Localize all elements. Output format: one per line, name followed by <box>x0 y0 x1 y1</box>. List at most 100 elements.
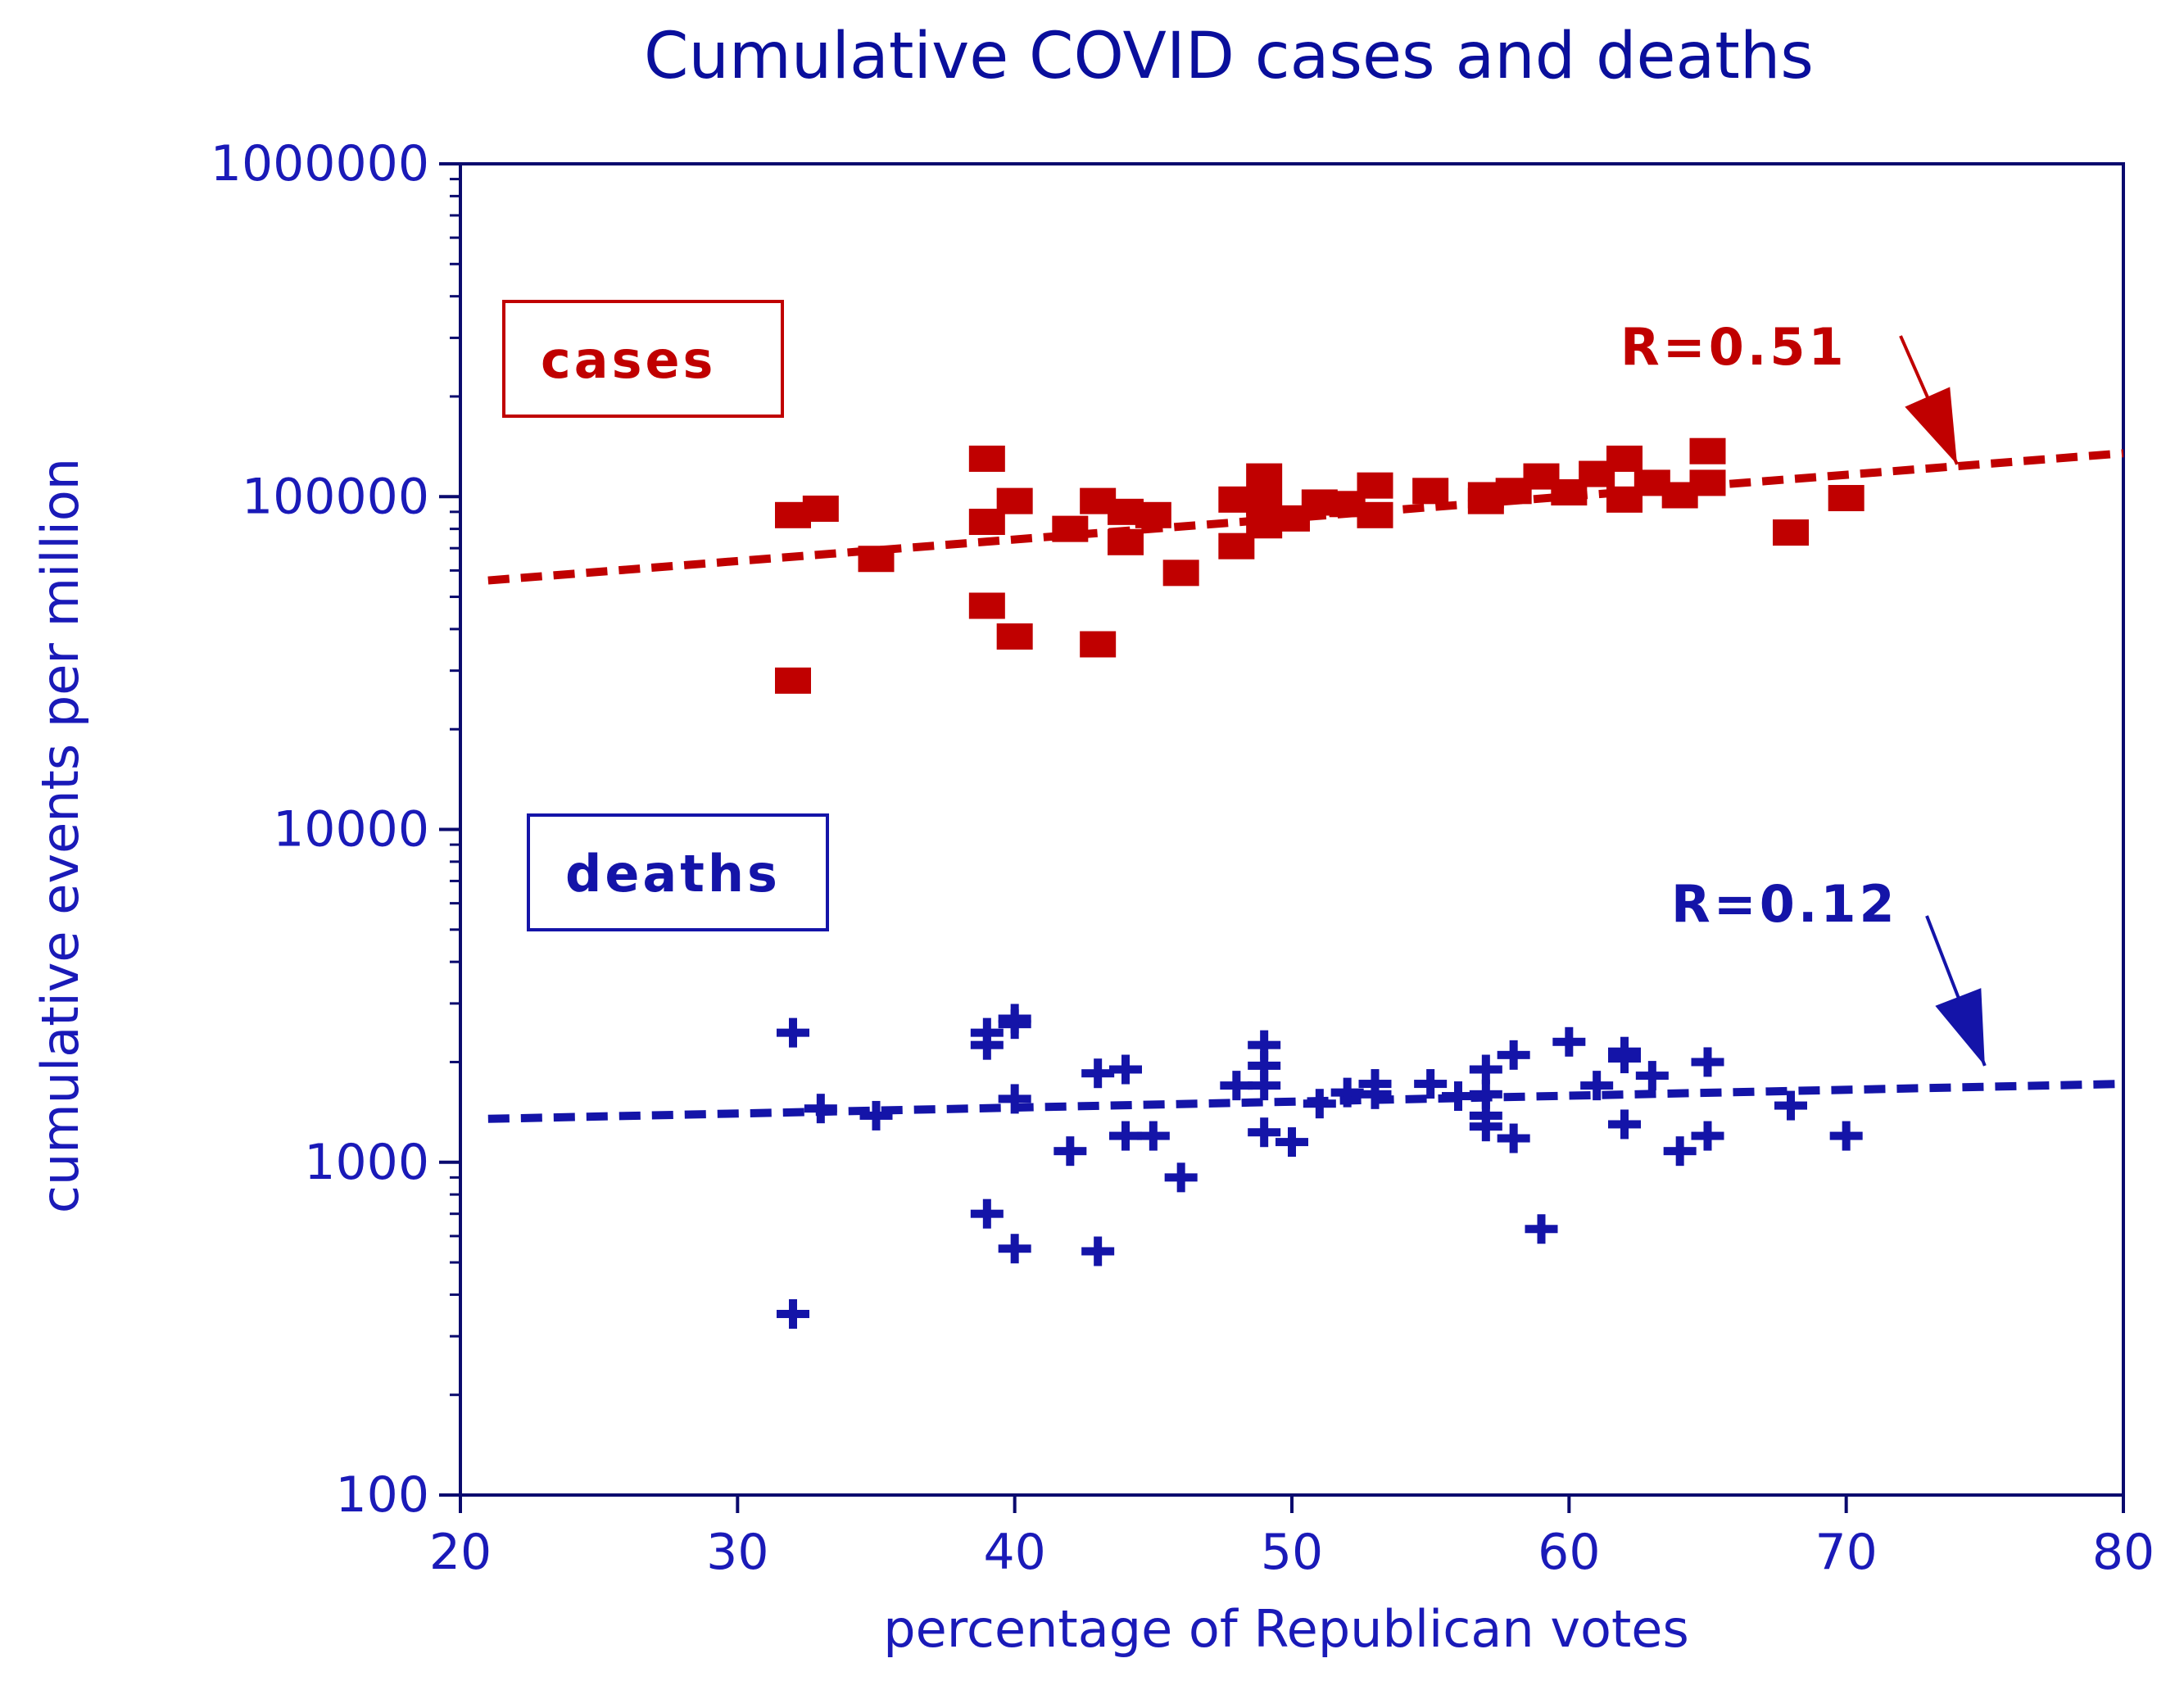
deaths-point <box>1469 1112 1502 1142</box>
plus-v <box>1176 1162 1185 1193</box>
plus-v <box>1593 1071 1602 1101</box>
cases-point <box>1773 519 1809 546</box>
deaths-point <box>1497 1040 1530 1070</box>
deaths-point <box>1442 1081 1475 1112</box>
cases-point <box>1828 485 1865 512</box>
cases-point <box>1357 472 1393 499</box>
plus-v <box>982 1198 991 1229</box>
deaths-point <box>998 1234 1031 1264</box>
deaths-point <box>1358 1079 1392 1109</box>
y-tick-label: 1000000 <box>211 135 429 193</box>
deaths-point <box>1635 1061 1669 1091</box>
cases-point <box>802 495 839 522</box>
deaths-point <box>1497 1123 1530 1153</box>
plus-v <box>1481 1079 1490 1109</box>
plus-v <box>1481 1054 1490 1085</box>
cases-point <box>1080 631 1117 658</box>
plus-v <box>1149 1121 1158 1151</box>
cases-point <box>1135 501 1171 528</box>
deaths-point <box>1608 1044 1641 1074</box>
plus-v <box>1121 1121 1130 1151</box>
cases-point <box>1689 437 1726 464</box>
plot-area: 20 30 40 50 60 70 80 100 1000 10000 100000 1000000 c… <box>211 135 2155 1581</box>
cases-point <box>996 487 1033 514</box>
x-tick-label: 40 <box>983 1524 1045 1581</box>
plus-v <box>1675 1136 1684 1167</box>
plus-v <box>789 1017 797 1048</box>
deaths-point <box>1109 1121 1142 1151</box>
plus-v <box>1260 1117 1269 1148</box>
plus-v <box>1288 1127 1296 1158</box>
deaths-point <box>1330 1077 1364 1108</box>
deaths-point <box>1414 1069 1448 1099</box>
deaths-arrow-head <box>1935 988 1985 1066</box>
deaths-point <box>1053 1136 1087 1167</box>
cases-point <box>996 623 1033 650</box>
deaths-r-label: R=0.12 <box>1671 874 1898 934</box>
plus-v <box>982 1030 991 1060</box>
y-axis-title: cumulative events per million <box>30 458 90 1213</box>
plus-v <box>1620 1109 1629 1140</box>
deaths-point <box>1608 1109 1641 1140</box>
plus-v <box>1010 1084 1019 1114</box>
cases-point <box>968 445 1005 472</box>
deaths-point <box>1469 1054 1502 1085</box>
deaths-point <box>1248 1117 1281 1148</box>
x-tick-label: 30 <box>706 1524 768 1581</box>
plus-v <box>1620 1044 1629 1074</box>
deaths-point <box>1248 1050 1281 1081</box>
cases-point <box>1052 515 1089 542</box>
cases-point <box>1412 478 1449 505</box>
deaths-point <box>1248 1030 1281 1060</box>
deaths-point <box>1663 1136 1697 1167</box>
deaths-point <box>1276 1127 1308 1158</box>
cases-point <box>1162 560 1199 587</box>
plus-v <box>1066 1136 1075 1167</box>
plus-v <box>1647 1061 1656 1091</box>
plus-v <box>1787 1090 1795 1121</box>
plus-v <box>1509 1123 1518 1153</box>
plus-v <box>1010 1234 1019 1264</box>
deaths-point <box>859 1100 893 1130</box>
cases-point <box>858 546 895 573</box>
plus-v <box>1010 1004 1019 1034</box>
deaths-point <box>1552 1026 1586 1057</box>
cases-point <box>1606 445 1643 472</box>
cases-arrow-head <box>1905 387 1957 464</box>
plus-v <box>1121 1054 1130 1085</box>
deaths-point <box>1220 1071 1253 1101</box>
x-tick-label: 20 <box>429 1524 492 1581</box>
cases-point <box>1246 463 1283 490</box>
y-tick-label: 10000 <box>273 801 429 859</box>
deaths-point <box>777 1017 809 1048</box>
deaths-point <box>777 1298 809 1329</box>
deaths-point <box>1164 1162 1198 1193</box>
deaths-point <box>1774 1090 1807 1121</box>
deaths-point <box>970 1198 1004 1229</box>
deaths-point <box>1081 1058 1115 1089</box>
y-tick-label: 1000 <box>304 1134 429 1191</box>
deaths-point <box>1525 1214 1558 1244</box>
deaths-point <box>1109 1054 1142 1085</box>
deaths-point <box>1136 1121 1170 1151</box>
cases-legend-box <box>502 300 784 418</box>
y-tick-label: 100000 <box>242 468 429 525</box>
plus-v <box>1703 1121 1712 1151</box>
plus-v <box>1454 1081 1462 1112</box>
deaths-point <box>804 1094 837 1124</box>
plus-v <box>1094 1058 1103 1089</box>
deaths-point <box>1469 1079 1502 1109</box>
plus-v <box>1343 1077 1352 1108</box>
x-tick-label: 70 <box>1815 1524 1877 1581</box>
x-axis-title: percentage of Republican votes <box>883 1599 1689 1659</box>
cases-point <box>1108 528 1144 555</box>
plus-v <box>1094 1236 1103 1266</box>
deaths-point <box>1691 1121 1724 1151</box>
cases-legend-label: cases <box>541 330 716 390</box>
plus-v <box>1426 1069 1435 1099</box>
cases-point <box>1689 469 1726 496</box>
plus-v <box>816 1094 825 1124</box>
plus-v <box>1260 1050 1269 1081</box>
deaths-point <box>1303 1089 1336 1119</box>
